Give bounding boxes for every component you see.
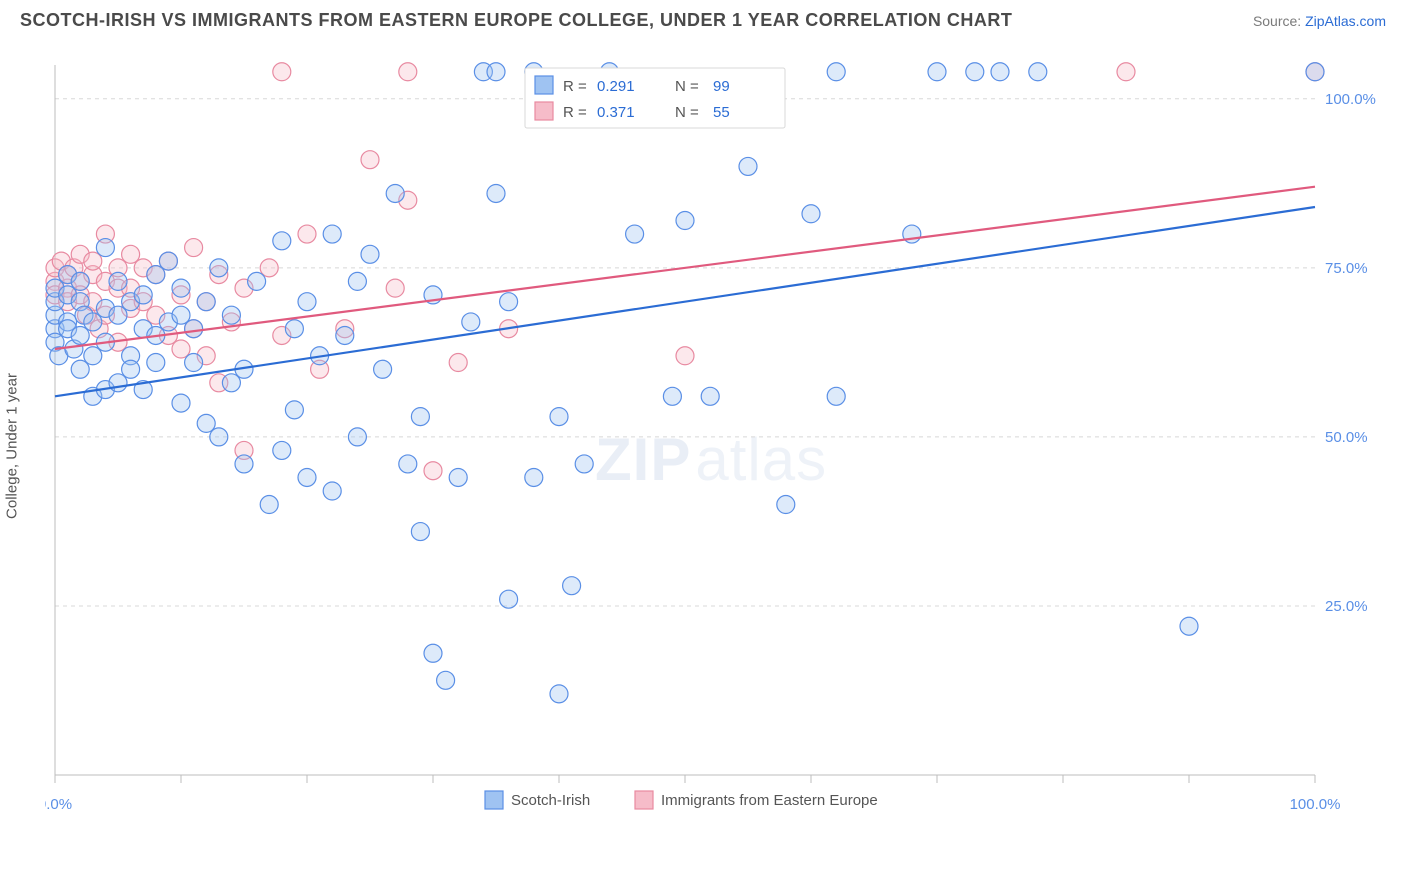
source-prefix: Source: [1253, 13, 1305, 29]
y-axis-label: College, Under 1 year [4, 373, 21, 519]
watermark: ZIPatlas [595, 426, 827, 493]
chart-container: SCOTCH-IRISH VS IMMIGRANTS FROM EASTERN … [0, 0, 1406, 892]
legend-series: Scotch-Irish Immigrants from Eastern Euro… [485, 791, 878, 809]
svg-text:75.0%: 75.0% [1325, 260, 1368, 277]
watermark-zip: ZIP [595, 426, 691, 493]
svg-text:Scotch-Irish: Scotch-Irish [511, 792, 590, 809]
y-tick-labels: 25.0% 50.0% 75.0% 100.0% [1325, 91, 1376, 615]
chart-title: SCOTCH-IRISH VS IMMIGRANTS FROM EASTERN … [20, 10, 1012, 31]
svg-text:25.0%: 25.0% [1325, 598, 1368, 615]
svg-text:R =: R = [563, 104, 587, 121]
legend-correlation-box: R = 0.291 N = 99 R = 0.371 N = 55 [525, 68, 785, 128]
svg-text:Immigrants from Eastern Europe: Immigrants from Eastern Europe [661, 792, 878, 809]
svg-text:50.0%: 50.0% [1325, 429, 1368, 446]
source-label: Source: ZipAtlas.com [1253, 13, 1386, 29]
svg-text:0.291: 0.291 [597, 78, 635, 95]
axes [55, 65, 1315, 783]
svg-text:55: 55 [713, 104, 730, 121]
svg-text:R =: R = [563, 78, 587, 95]
source-link[interactable]: ZipAtlas.com [1305, 13, 1386, 29]
svg-text:N =: N = [675, 104, 699, 121]
svg-text:0.371: 0.371 [597, 104, 635, 121]
svg-text:100.0%: 100.0% [1290, 796, 1341, 813]
plot-svg: ZIPatlas R = 0.291 N = 99 R = 0.371 N = 55 Scot… [45, 60, 1385, 830]
svg-text:ZIPatlas: ZIPatlas [595, 426, 827, 493]
watermark-atlas: atlas [695, 426, 827, 493]
svg-text:0.0%: 0.0% [45, 796, 72, 813]
plot-area: ZIPatlas R = 0.291 N = 99 R = 0.371 N = 55 Scot… [45, 60, 1385, 830]
svg-text:N =: N = [675, 78, 699, 95]
title-row: SCOTCH-IRISH VS IMMIGRANTS FROM EASTERN … [0, 0, 1406, 31]
svg-text:100.0%: 100.0% [1325, 91, 1376, 108]
svg-text:99: 99 [713, 78, 730, 95]
series-a-points [46, 63, 1324, 703]
